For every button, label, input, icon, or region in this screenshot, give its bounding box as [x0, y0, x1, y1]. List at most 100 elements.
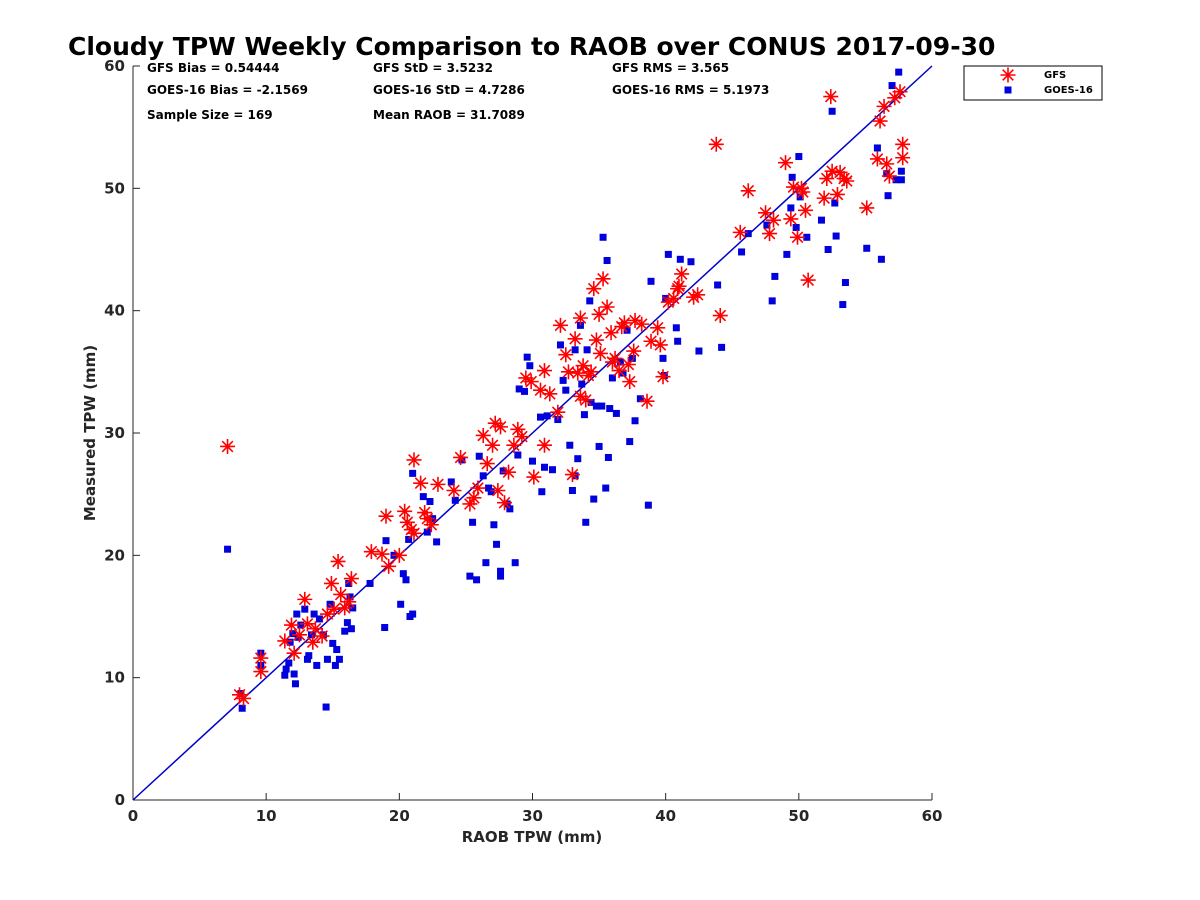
goes16-point	[873, 144, 881, 152]
gfs-point	[552, 317, 568, 333]
gfs-point	[660, 294, 676, 310]
goes16-point	[290, 670, 298, 678]
gfs-point	[446, 482, 462, 498]
goes16-point	[447, 478, 455, 486]
goes16-point	[676, 255, 684, 263]
gfs-point	[417, 505, 433, 521]
gfs-point	[603, 325, 619, 341]
goes16-point	[831, 199, 839, 207]
gfs-point	[430, 476, 446, 492]
goes16-point	[511, 559, 519, 567]
gfs-point	[305, 634, 321, 650]
goes16-point	[347, 625, 355, 633]
goes16-point	[562, 386, 570, 394]
gfs-point	[326, 601, 342, 617]
gfs-point	[343, 571, 359, 587]
goes16-point	[238, 704, 246, 712]
gfs-point	[778, 155, 794, 171]
gfs-point	[572, 310, 588, 326]
goes16-point	[514, 451, 522, 459]
stat-mean-raob: Mean RAOB = 31.7089	[373, 108, 525, 122]
goes16-point	[602, 484, 610, 492]
gfs-point	[639, 393, 655, 409]
goes16-point	[399, 570, 407, 578]
x-tick-label: 20	[389, 807, 410, 825]
goes16-point	[795, 153, 803, 161]
legend-gfs-label: GFS	[1044, 70, 1066, 81]
gfs-point	[652, 337, 668, 353]
goes16-point	[664, 250, 672, 258]
goes16-point	[419, 493, 427, 501]
y-tick-label: 30	[104, 424, 125, 442]
gfs-point	[595, 271, 611, 287]
goes16-point	[382, 537, 390, 545]
gfs-point	[869, 151, 885, 167]
gfs-point	[829, 186, 845, 202]
gfs-point	[819, 171, 835, 187]
gfs-point	[816, 190, 832, 206]
gfs-point	[586, 281, 602, 297]
y-tick-label: 50	[104, 179, 125, 197]
gfs-point	[626, 343, 642, 359]
goes16-point	[884, 192, 892, 200]
gfs-point	[397, 503, 413, 519]
goes16-point	[303, 655, 311, 663]
gfs-point	[783, 211, 799, 227]
goes16-point	[571, 472, 579, 480]
gfs-point	[859, 200, 875, 216]
goes16-point	[623, 326, 631, 334]
gfs-point	[466, 490, 482, 506]
gfs-point	[523, 374, 539, 390]
goes16-point	[543, 412, 551, 420]
legend-box	[963, 65, 1103, 101]
goes16-point	[659, 354, 667, 362]
gfs-point	[299, 616, 315, 632]
goes16-point	[346, 593, 354, 601]
goes16-point	[583, 346, 591, 354]
goes16-point	[310, 610, 318, 618]
goes16-point	[895, 68, 903, 76]
goes16-point	[628, 354, 636, 362]
gfs-point	[686, 289, 702, 305]
goes16-point	[803, 233, 811, 241]
gfs-point	[475, 427, 491, 443]
goes16-point	[556, 341, 564, 349]
goes16-point	[487, 488, 495, 496]
gfs-point	[399, 514, 415, 530]
goes16-point	[888, 82, 896, 90]
goes16-point	[603, 257, 611, 265]
goes16-point	[345, 579, 353, 587]
goes16-point	[897, 167, 905, 175]
gfs-point	[876, 98, 892, 114]
goes16-point	[863, 244, 871, 252]
one-to-one-line	[132, 65, 933, 801]
goes16-point	[286, 638, 294, 646]
gfs-point	[795, 184, 811, 200]
gfs-point	[253, 664, 269, 680]
gfs-point	[236, 690, 252, 706]
y-tick-label: 10	[104, 669, 125, 687]
goes16-point	[285, 659, 293, 667]
gfs-point	[591, 306, 607, 322]
gfs-point	[881, 168, 897, 184]
y-tick-label: 0	[115, 791, 125, 809]
goes16-point	[647, 277, 655, 285]
x-tick-label: 40	[655, 807, 676, 825]
gfs-point	[391, 547, 407, 563]
goes16-point	[291, 680, 299, 688]
goes16-point	[771, 272, 779, 280]
gfs-point	[406, 525, 422, 541]
gfs-point	[374, 546, 390, 562]
legend-gfs-asterisk	[1000, 67, 1016, 83]
y-tick-label: 40	[104, 302, 125, 320]
gfs-point	[622, 374, 638, 390]
gfs-point	[532, 382, 548, 398]
gfs-point	[487, 415, 503, 431]
gfs-point	[800, 272, 816, 288]
goes16-point	[714, 281, 722, 289]
goes16-point	[817, 216, 825, 224]
goes16-point	[538, 488, 546, 496]
gfs-point	[220, 438, 236, 454]
goes16-point	[587, 398, 595, 406]
goes16-point	[616, 358, 624, 366]
